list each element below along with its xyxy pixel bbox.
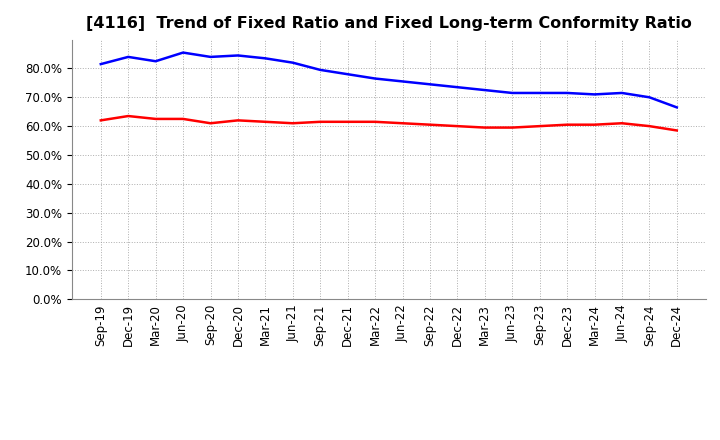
Fixed Long-term Conformity Ratio: [453, 124, 462, 129]
Fixed Ratio: [371, 76, 379, 81]
Fixed Ratio: [343, 72, 352, 77]
Fixed Long-term Conformity Ratio: [179, 116, 187, 121]
Fixed Ratio: [316, 67, 325, 73]
Fixed Long-term Conformity Ratio: [124, 114, 132, 119]
Fixed Ratio: [618, 90, 626, 95]
Fixed Ratio: [261, 56, 270, 61]
Fixed Ratio: [179, 50, 187, 55]
Fixed Ratio: [590, 92, 599, 97]
Fixed Long-term Conformity Ratio: [398, 121, 407, 126]
Fixed Long-term Conformity Ratio: [316, 119, 325, 125]
Fixed Long-term Conformity Ratio: [645, 124, 654, 129]
Fixed Long-term Conformity Ratio: [426, 122, 434, 127]
Fixed Ratio: [289, 60, 297, 65]
Fixed Ratio: [96, 62, 105, 67]
Fixed Long-term Conformity Ratio: [96, 118, 105, 123]
Fixed Ratio: [645, 95, 654, 100]
Fixed Long-term Conformity Ratio: [151, 116, 160, 121]
Fixed Long-term Conformity Ratio: [371, 119, 379, 125]
Fixed Ratio: [426, 82, 434, 87]
Fixed Ratio: [453, 84, 462, 90]
Fixed Ratio: [398, 79, 407, 84]
Fixed Ratio: [124, 54, 132, 59]
Fixed Long-term Conformity Ratio: [590, 122, 599, 127]
Fixed Ratio: [151, 59, 160, 64]
Fixed Ratio: [536, 90, 544, 95]
Fixed Long-term Conformity Ratio: [536, 124, 544, 129]
Line: Fixed Ratio: Fixed Ratio: [101, 52, 677, 107]
Fixed Ratio: [563, 90, 572, 95]
Fixed Long-term Conformity Ratio: [289, 121, 297, 126]
Fixed Long-term Conformity Ratio: [261, 119, 270, 125]
Fixed Long-term Conformity Ratio: [563, 122, 572, 127]
Fixed Long-term Conformity Ratio: [206, 121, 215, 126]
Fixed Ratio: [206, 54, 215, 59]
Fixed Long-term Conformity Ratio: [233, 118, 242, 123]
Fixed Long-term Conformity Ratio: [480, 125, 489, 130]
Line: Fixed Long-term Conformity Ratio: Fixed Long-term Conformity Ratio: [101, 116, 677, 130]
Fixed Ratio: [672, 105, 681, 110]
Fixed Ratio: [233, 53, 242, 58]
Fixed Ratio: [480, 88, 489, 93]
Fixed Long-term Conformity Ratio: [508, 125, 516, 130]
Fixed Ratio: [508, 90, 516, 95]
Fixed Long-term Conformity Ratio: [672, 128, 681, 133]
Fixed Long-term Conformity Ratio: [618, 121, 626, 126]
Title: [4116]  Trend of Fixed Ratio and Fixed Long-term Conformity Ratio: [4116] Trend of Fixed Ratio and Fixed Lo…: [86, 16, 692, 32]
Fixed Long-term Conformity Ratio: [343, 119, 352, 125]
